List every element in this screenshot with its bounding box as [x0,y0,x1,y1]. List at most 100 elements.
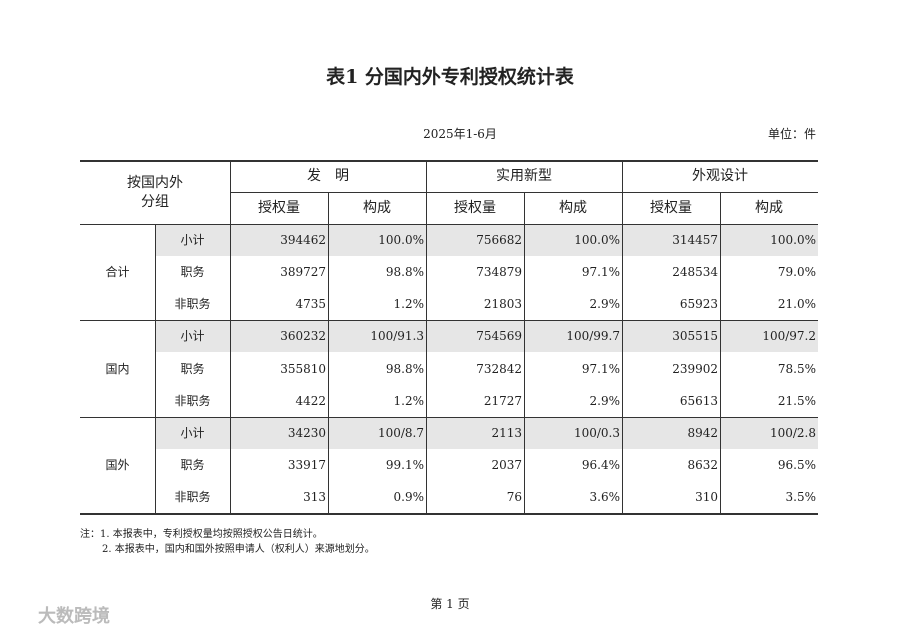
cell: 21803 [483,297,522,312]
h-rule [80,513,818,515]
row-shade [155,320,818,353]
row-label: 小计 [180,425,205,440]
cell: 100/8.7 [377,425,424,440]
cell: 394462 [280,233,326,248]
h-rule [80,224,818,225]
cell: 313 [303,489,326,504]
cell: 78.5% [777,361,816,376]
cell: 355810 [280,361,326,376]
h-rule [80,320,818,322]
sub-header: 授权量 [258,200,300,216]
cell: 100.0% [574,233,620,248]
watermark: 大数跨境 [38,606,110,627]
row-label: 非职务 [174,297,211,312]
row-label: 职务 [180,265,205,280]
cell: 4735 [295,297,326,312]
cell: 65613 [679,393,718,408]
row-label: 小计 [180,233,205,248]
cell: 734879 [476,265,522,280]
title: 表1 分国内外专利授权统计表 [326,66,574,88]
cell: 21.0% [777,297,816,312]
row-shade [155,224,818,257]
section-label: 国外 [105,457,130,472]
corner-header: 分组 [141,194,169,210]
cell: 99.1% [385,457,424,472]
cell: 732842 [476,361,522,376]
sub-header: 授权量 [454,200,496,216]
cell: 2113 [491,425,522,440]
section-label: 合计 [105,265,130,280]
note: 2. 本报表中，国内和国外按照申请人（权利人）来源地划分。 [102,544,375,555]
v-rule [230,160,231,513]
sub-header: 构成 [363,200,391,216]
group-header: 实用新型 [496,168,552,184]
unit: 单位：件 [767,127,816,141]
row-label: 职务 [180,361,205,376]
v-rule [524,192,525,513]
cell: 310 [695,489,718,504]
row-label: 非职务 [174,393,211,408]
v-rule [426,160,427,513]
cell: 21727 [483,393,522,408]
cell: 756682 [476,233,522,248]
cell: 2.9% [589,393,621,408]
cell: 79.0% [777,265,816,280]
v-rule [155,224,156,513]
row-label: 小计 [180,329,205,344]
cell: 98.8% [385,361,424,376]
cell: 100/99.7 [566,329,620,344]
cell: 248534 [672,265,718,280]
cell: 2037 [491,457,522,472]
cell: 97.1% [581,265,620,280]
cell: 754569 [476,329,522,344]
cell: 1.2% [393,393,425,408]
cell: 100/0.3 [573,425,620,440]
row-label: 职务 [180,457,205,472]
cell: 2.9% [589,297,621,312]
cell: 3.5% [785,489,817,504]
page-number: 第 1 页 [430,597,470,611]
note: 注：1. 本报表中，专利授权量均按照授权公告日统计。 [80,529,323,540]
cell: 76 [506,489,522,504]
cell: 97.1% [581,361,620,376]
cell: 1.2% [393,297,425,312]
v-rule [720,192,721,513]
cell: 100/97.2 [762,329,816,344]
h-rule [80,160,818,162]
sub-header: 授权量 [650,200,692,216]
h-rule [80,416,818,418]
sub-header: 构成 [559,200,587,216]
cell: 100/2.8 [769,425,816,440]
row-label: 非职务 [174,489,211,504]
cell: 96.4% [581,457,620,472]
cell: 21.5% [777,393,816,408]
cell: 8632 [687,457,718,472]
section-label: 国内 [105,361,130,376]
date: 2025年1-6月 [423,127,497,141]
cell: 360232 [280,329,326,344]
cell: 65923 [679,297,718,312]
row-shade [155,416,818,449]
cell: 100.0% [770,233,816,248]
cell: 3.6% [589,489,621,504]
cell: 100/91.3 [370,329,424,344]
v-rule [328,192,329,513]
cell: 100.0% [378,233,424,248]
group-header: 外观设计 [692,168,748,184]
sub-header: 构成 [755,200,783,216]
v-rule [622,160,623,513]
cell: 4422 [295,393,326,408]
cell: 314457 [672,233,718,248]
cell: 34230 [287,425,326,440]
cell: 0.9% [393,489,425,504]
cell: 98.8% [385,265,424,280]
cell: 239902 [672,361,718,376]
cell: 96.5% [777,457,816,472]
cell: 389727 [280,265,326,280]
group-header: 发 明 [307,168,349,184]
cell: 33917 [287,457,326,472]
cell: 8942 [687,425,718,440]
cell: 305515 [672,329,718,344]
corner-header: 按国内外 [127,175,183,191]
